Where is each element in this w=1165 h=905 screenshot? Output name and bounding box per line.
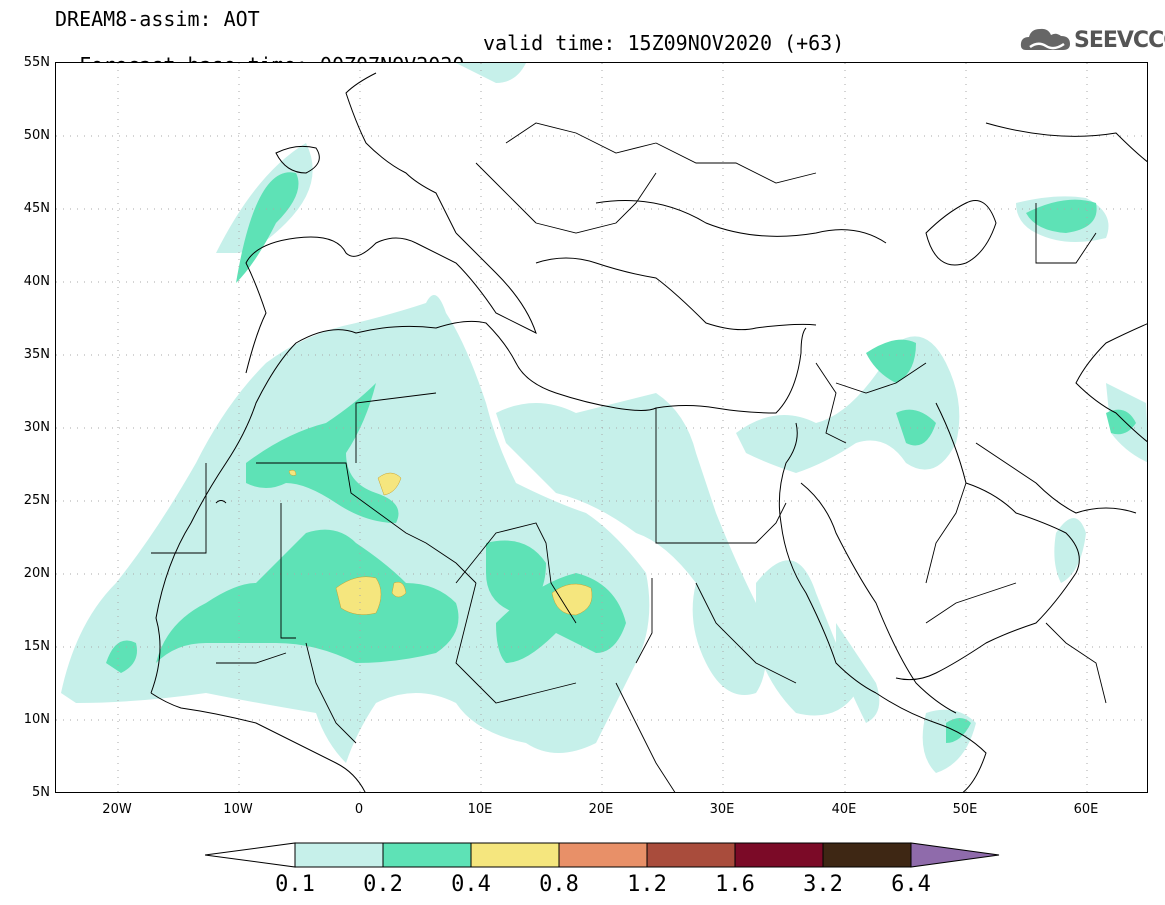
colorbar-segment-1.2-1.6 [646, 842, 736, 868]
lat-label-40n: 40N [23, 274, 50, 289]
lon-label-40e: 40E [831, 802, 857, 817]
colorbar-label-0.4: 0.4 [451, 872, 491, 897]
colorbar-segment-below [205, 842, 296, 868]
aot-0.4-0.8-layer [288, 469, 593, 616]
lon-label-20w: 20W [102, 802, 132, 817]
map-area [55, 62, 1148, 793]
colorbar-label-6.4: 6.4 [891, 872, 931, 897]
colorbar-segment-above [910, 842, 1000, 868]
cloud-icon [1020, 28, 1070, 50]
colorbar-segment-3.2-6.4 [822, 842, 912, 868]
gridlines [56, 63, 1147, 792]
chart-title: DREAM8-assim: AOT [55, 7, 260, 31]
colorbar-label-3.2: 3.2 [803, 872, 843, 897]
colorbar-label-0.2: 0.2 [363, 872, 403, 897]
country-borders [151, 122, 1107, 792]
colorbar-segment-0.2-0.4 [382, 842, 472, 868]
lon-label-10e: 10E [467, 802, 493, 817]
lon-label-30e: 30E [709, 802, 735, 817]
lon-label-60e: 60E [1073, 802, 1099, 817]
colorbar-segment-1.6-3.2 [734, 842, 824, 868]
aot-0.1-0.2-layer [61, 63, 1147, 773]
lat-label-5n: 5N [32, 785, 50, 800]
colorbar-label-0.1: 0.1 [275, 872, 315, 897]
valid-time: valid time: 15Z09NOV2020 (+63) [483, 31, 845, 55]
lat-label-45n: 45N [23, 201, 50, 216]
colorbar-label-0.8: 0.8 [539, 872, 579, 897]
lon-label-0: 0 [354, 802, 364, 817]
logo-text: SEEVCCC [1074, 28, 1165, 53]
aot-map [56, 63, 1147, 792]
seevccc-logo: SEEVCCC [1018, 22, 1165, 58]
lat-label-15n: 15N [23, 639, 50, 654]
colorbar-segment-0.1-0.2 [294, 842, 384, 868]
lon-label-20e: 20E [588, 802, 614, 817]
colorbar-label-1.6: 1.6 [715, 872, 755, 897]
coastlines [150, 72, 1147, 792]
lat-label-20n: 20N [23, 566, 50, 581]
lon-label-50e: 50E [952, 802, 978, 817]
colorbar-label-1.2: 1.2 [627, 872, 667, 897]
lat-label-50n: 50N [23, 128, 50, 143]
lat-label-25n: 25N [23, 493, 50, 508]
lat-label-55n: 55N [23, 55, 50, 70]
colorbar-segment-0.4-0.8 [470, 842, 560, 868]
lat-label-35n: 35N [23, 347, 50, 362]
aot-0.2-0.4-layer [106, 172, 1136, 743]
colorbar [205, 842, 1000, 868]
lon-label-10w: 10W [223, 802, 253, 817]
colorbar-segment-0.8-1.2 [558, 842, 648, 868]
lat-label-10n: 10N [23, 712, 50, 727]
lat-label-30n: 30N [23, 420, 50, 435]
